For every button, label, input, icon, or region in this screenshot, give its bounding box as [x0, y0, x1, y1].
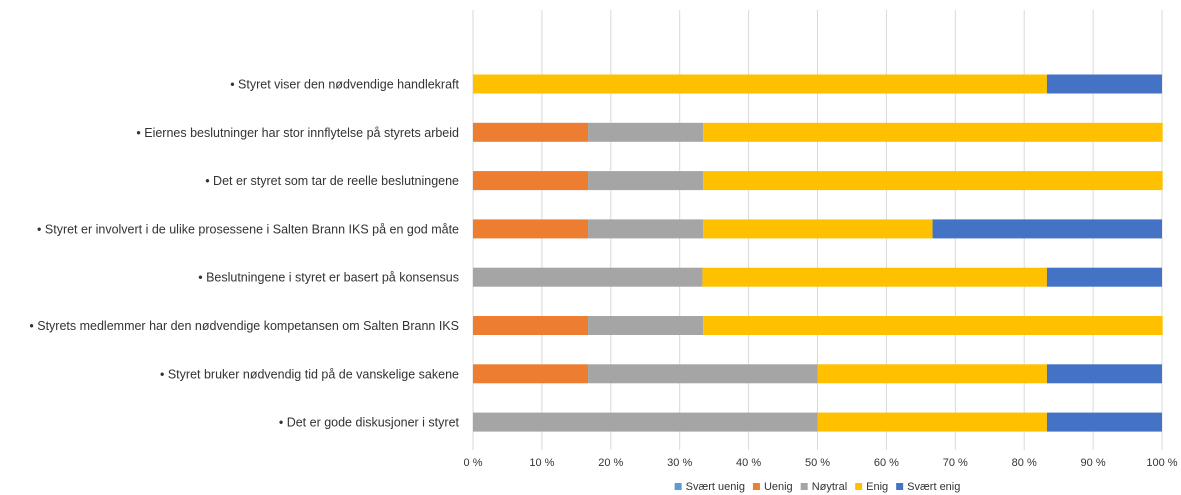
bar-segment-nøytral — [473, 412, 818, 432]
x-tick-label: 80 % — [1012, 457, 1037, 469]
category-labels: • Styret viser den nødvendige handlekraf… — [29, 78, 459, 430]
bar-segment-svært-enig — [1046, 267, 1162, 287]
bar-segment-enig — [703, 219, 933, 239]
bar-segment-enig — [703, 122, 1163, 142]
bar-segment-svært-enig — [1046, 364, 1162, 384]
bar-segment-nøytral — [588, 122, 704, 142]
legend: Svært uenig Uenig Nøytral Enig Svært enig — [674, 481, 960, 493]
legend-swatch — [752, 483, 760, 490]
bar-segment-enig — [702, 267, 1047, 287]
bar-segment-nøytral — [473, 267, 703, 287]
category-label: • Det er styret som tar de reelle beslut… — [205, 174, 459, 188]
category-label: • Styret viser den nødvendige handlekraf… — [230, 78, 459, 92]
legend-item-enig: Enig — [855, 481, 888, 493]
x-tick-label: 50 % — [805, 457, 830, 469]
legend-swatch — [800, 483, 808, 490]
legend-item-svært-uenig: Svært uenig — [674, 481, 745, 493]
category-label: • Det er gode diskusjoner i styret — [279, 416, 460, 430]
category-label: • Styret bruker nødvendig tid på de vans… — [160, 367, 459, 381]
bars — [473, 74, 1163, 432]
x-tick-label: 70 % — [943, 457, 968, 469]
category-label: • Styret er involvert i de ulike prosess… — [37, 222, 459, 236]
legend-swatch — [674, 483, 682, 490]
legend-item-uenig: Uenig — [752, 481, 793, 493]
x-tick-label: 10 % — [529, 457, 554, 469]
bar-segment-enig — [703, 171, 1163, 191]
x-tick-label: 0 % — [464, 457, 483, 469]
x-tick-label: 100 % — [1146, 457, 1177, 469]
legend-label: Svært enig — [907, 481, 960, 493]
bar-segment-enig — [473, 74, 1047, 94]
bar-segment-uenig — [473, 122, 589, 142]
bar-segment-uenig — [473, 219, 589, 239]
bar-segment-nøytral — [588, 364, 818, 384]
legend-swatch — [855, 483, 863, 490]
bar-segment-enig — [817, 412, 1047, 432]
legend-label: Uenig — [764, 481, 793, 493]
bar-segment-svært-enig — [1046, 412, 1162, 432]
bar-segment-nøytral — [588, 171, 704, 191]
category-label: • Styrets medlemmer har den nødvendige k… — [29, 319, 459, 333]
x-tick-label: 90 % — [1081, 457, 1106, 469]
x-tick-label: 30 % — [667, 457, 692, 469]
bar-segment-enig — [703, 316, 1163, 335]
category-label: • Beslutningene i styret er basert på ko… — [198, 271, 459, 285]
bar-segment-enig — [817, 364, 1047, 384]
category-label: • Eiernes beslutninger har stor innflyte… — [136, 126, 459, 140]
x-tick-label: 60 % — [874, 457, 899, 469]
bar-segment-svært-enig — [1046, 74, 1162, 94]
legend-label: Nøytral — [812, 481, 847, 493]
legend-label: Enig — [866, 481, 888, 493]
bar-segment-svært-enig — [932, 219, 1162, 239]
x-tick-label: 40 % — [736, 457, 761, 469]
bar-segment-nøytral — [588, 316, 704, 335]
legend-item-nøytral: Nøytral — [800, 481, 847, 493]
legend-item-svært-enig: Svært enig — [896, 481, 960, 493]
legend-swatch — [896, 483, 904, 490]
bar-segment-uenig — [473, 316, 589, 335]
legend-label: Svært uenig — [686, 481, 745, 493]
bar-segment-uenig — [473, 364, 589, 384]
bar-segment-uenig — [473, 171, 589, 191]
x-tick-label: 20 % — [598, 457, 623, 469]
bar-segment-nøytral — [588, 219, 704, 239]
x-tick-labels: 0 % 10 % 20 % 30 % 40 % 50 % 60 % 70 % 80 % 90 % 1… — [464, 457, 1178, 469]
